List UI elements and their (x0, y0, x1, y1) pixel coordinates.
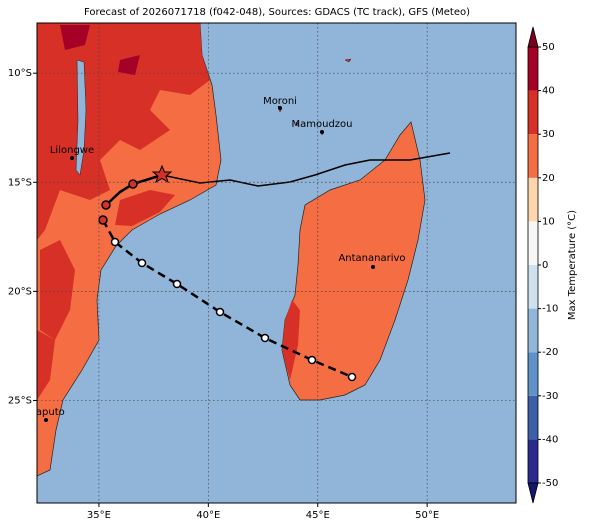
colorbar-segment (528, 47, 538, 91)
madagascar (281, 121, 426, 401)
city-label: Antananarivo (338, 253, 405, 264)
colorbar-segment (528, 177, 538, 222)
colorbar-over (527, 26, 539, 48)
colorbar-segment (528, 90, 538, 135)
hot-region (40, 240, 75, 340)
colorbar-segment (528, 221, 538, 265)
lat-tick-label: 20°S (8, 286, 32, 297)
map-layer: Moroni Mamoudzou Lilongwe Antananarivo Maput… (27, 23, 516, 503)
track-point (347, 372, 357, 382)
colorbar-segment (528, 395, 538, 440)
city-label: Mamoudzou (291, 119, 352, 130)
hot-region (37, 330, 55, 400)
lon-tick-label: 50°E (415, 510, 439, 521)
colorbar-tick-label: -50 (542, 478, 558, 489)
city-label: Lilongwe (50, 145, 94, 156)
colorbar-tick-label: -20 (542, 347, 558, 358)
track-points (98, 179, 357, 382)
lon-tick-label: 45°E (306, 510, 330, 521)
track-point (172, 279, 182, 289)
colorbar-segment (528, 308, 538, 353)
colorbar: -50 -40 -30 -20 -10 0 10 20 30 40 50 (527, 26, 558, 504)
track-point (260, 333, 270, 343)
map-frame (36, 22, 517, 504)
lake-malawi (75, 59, 87, 176)
track-point (98, 215, 108, 225)
colorbar-tick-label: 0 (542, 260, 548, 271)
city-dot (278, 106, 282, 110)
track-point (137, 258, 147, 268)
colorbar-segment (528, 134, 538, 178)
colorbar-segment (528, 439, 538, 483)
track-point (128, 179, 138, 189)
city-dot (70, 156, 74, 160)
colorbar-label: Max Temperature (°C) (567, 210, 578, 320)
colorbar-tick-label: 20 (542, 173, 555, 184)
city-dot (44, 418, 48, 422)
colorbar-tick-label: 30 (542, 129, 555, 140)
colorbar-tick-label: 50 (542, 42, 555, 53)
city-label: Moroni (263, 96, 297, 107)
city-label: Maputo (27, 407, 64, 418)
hot-region (115, 190, 175, 226)
colorbar-tick-label: -40 (542, 434, 558, 445)
track-forecast (101, 219, 353, 379)
colorbar-tick-label: 40 (542, 86, 555, 97)
city-dot (371, 265, 375, 269)
colorbar-segment (528, 352, 538, 396)
lon-tick-label: 35°E (87, 510, 111, 521)
track-point (215, 307, 225, 317)
grid (37, 23, 516, 503)
colorbar-tick-label: -30 (542, 391, 558, 402)
current-position-star (151, 164, 173, 184)
lat-tick-label: 25°S (8, 395, 32, 406)
track-point (307, 355, 317, 365)
very-hot-region (60, 25, 140, 75)
track-recent (105, 173, 163, 206)
colorbar-under (527, 482, 539, 504)
lat-tick-label: 10°S (8, 68, 32, 79)
cities: Moroni Mamoudzou Lilongwe Antananarivo Maput… (27, 96, 406, 422)
lon-tick-label: 40°E (196, 510, 220, 521)
map-title: Forecast of 2026071718 (f042-048), Sourc… (84, 7, 470, 18)
city-dot (320, 130, 324, 134)
track-point (101, 200, 111, 210)
lat-tick-label: 15°S (8, 177, 32, 188)
colorbar-tick-label: 10 (542, 216, 555, 227)
colorbar-segment (528, 265, 538, 309)
track-point (110, 237, 120, 247)
hot-region (282, 300, 300, 380)
colorbar-tick-label: -10 (542, 304, 558, 315)
